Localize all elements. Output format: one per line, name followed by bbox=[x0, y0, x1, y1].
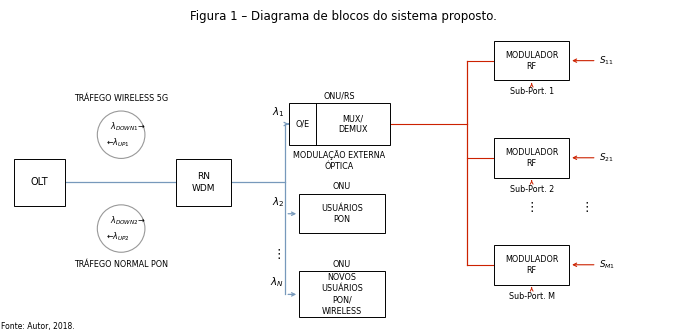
Text: ONU: ONU bbox=[333, 260, 351, 269]
Text: OLT: OLT bbox=[30, 178, 48, 188]
FancyBboxPatch shape bbox=[289, 104, 390, 145]
Text: MUX/
DEMUX: MUX/ DEMUX bbox=[338, 114, 368, 134]
Text: $\lambda_{DOWN2}$→: $\lambda_{DOWN2}$→ bbox=[110, 214, 146, 226]
Text: ←$\lambda_{UP1}$: ←$\lambda_{UP1}$ bbox=[106, 137, 130, 149]
FancyBboxPatch shape bbox=[494, 138, 570, 178]
Text: $\lambda_N$: $\lambda_N$ bbox=[270, 275, 284, 289]
Text: ⋮: ⋮ bbox=[272, 248, 284, 261]
Text: RN
WDM: RN WDM bbox=[192, 172, 215, 193]
Text: TRÁFEGO WIRELESS 5G: TRÁFEGO WIRELESS 5G bbox=[74, 94, 168, 103]
Text: ONU/RS: ONU/RS bbox=[324, 92, 355, 101]
Text: Sub-Port. 2: Sub-Port. 2 bbox=[510, 185, 554, 194]
Text: Sub-Port. 1: Sub-Port. 1 bbox=[510, 87, 554, 96]
FancyBboxPatch shape bbox=[14, 159, 65, 206]
FancyBboxPatch shape bbox=[494, 245, 570, 285]
Text: MODULAÇÃO EXTERNA
ÓPTICA: MODULAÇÃO EXTERNA ÓPTICA bbox=[293, 150, 385, 171]
Text: ⋮: ⋮ bbox=[580, 202, 593, 214]
Text: $S_{11}$: $S_{11}$ bbox=[598, 54, 613, 67]
FancyBboxPatch shape bbox=[176, 159, 231, 206]
Text: ONU: ONU bbox=[333, 182, 351, 191]
FancyBboxPatch shape bbox=[299, 271, 385, 317]
Text: MODULADOR
RF: MODULADOR RF bbox=[505, 148, 559, 168]
Text: TRÁFEGO NORMAL PON: TRÁFEGO NORMAL PON bbox=[74, 260, 168, 269]
Text: USUÁRIOS
PON: USUÁRIOS PON bbox=[321, 204, 363, 224]
Text: Figura 1 – Diagrama de blocos do sistema proposto.: Figura 1 – Diagrama de blocos do sistema… bbox=[190, 10, 497, 23]
Text: MODULADOR
RF: MODULADOR RF bbox=[505, 50, 559, 71]
Text: $\lambda_1$: $\lambda_1$ bbox=[272, 106, 285, 120]
Text: $\lambda_2$: $\lambda_2$ bbox=[272, 195, 284, 209]
Text: NOVOS
USUÁRIOS
PON/
WIRELESS: NOVOS USUÁRIOS PON/ WIRELESS bbox=[321, 273, 363, 315]
Text: $S_{21}$: $S_{21}$ bbox=[598, 151, 613, 164]
Text: Fonte: Autor, 2018.: Fonte: Autor, 2018. bbox=[1, 322, 75, 331]
Text: ⋮: ⋮ bbox=[526, 202, 538, 214]
FancyBboxPatch shape bbox=[494, 41, 570, 80]
Text: $\lambda_{DOWN1}$→: $\lambda_{DOWN1}$→ bbox=[110, 120, 146, 133]
Text: Sub-Port. M: Sub-Port. M bbox=[508, 291, 554, 300]
Text: MODULADOR
RF: MODULADOR RF bbox=[505, 255, 559, 275]
Text: $S_{M1}$: $S_{M1}$ bbox=[598, 259, 615, 271]
Text: ←$\lambda_{UP2}$: ←$\lambda_{UP2}$ bbox=[106, 230, 130, 243]
FancyBboxPatch shape bbox=[299, 194, 385, 233]
Text: O/E: O/E bbox=[295, 120, 310, 128]
